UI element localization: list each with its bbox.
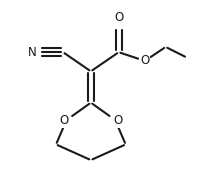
Text: O: O <box>59 114 68 126</box>
Text: N: N <box>28 46 37 59</box>
Text: O: O <box>140 54 149 67</box>
Text: O: O <box>114 114 123 126</box>
Text: O: O <box>114 11 123 24</box>
